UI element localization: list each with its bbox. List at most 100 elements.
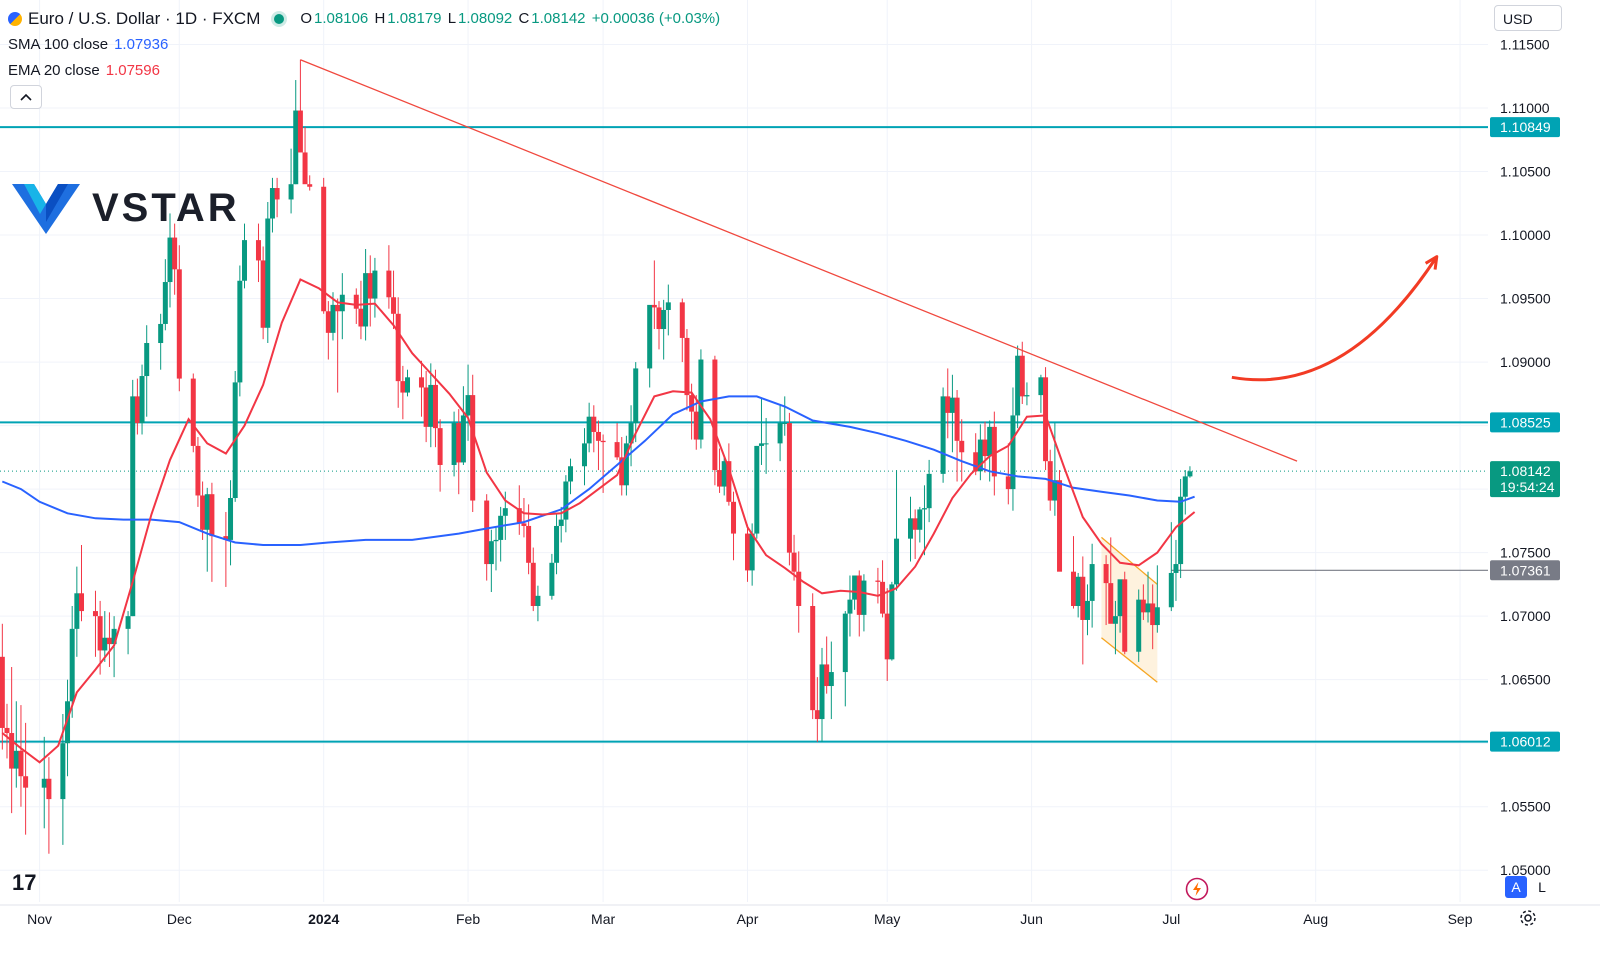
- legend-sma-row[interactable]: SMA 100 close 1.07936: [8, 32, 722, 58]
- candle-body: [456, 423, 462, 463]
- candle-body: [810, 605, 816, 711]
- open-value: 1.08106: [314, 10, 369, 27]
- candle-body: [460, 415, 466, 463]
- y-tick-label: 1.10500: [1500, 164, 1551, 180]
- candle-body: [260, 260, 266, 328]
- ema-20-line: [1, 278, 1196, 764]
- candle-body: [861, 580, 867, 615]
- candle-body: [1024, 395, 1030, 397]
- market-status-icon: [274, 14, 285, 24]
- legend-ema-row[interactable]: EMA 20 close 1.07596: [8, 58, 722, 84]
- candle-body: [758, 443, 764, 446]
- candle-body: [1112, 616, 1118, 624]
- currency-select[interactable]: USD: [1494, 5, 1562, 31]
- chevron-up-icon: [20, 93, 32, 101]
- candle-body: [852, 575, 858, 600]
- candle-body: [502, 508, 508, 516]
- candle-body: [689, 395, 695, 412]
- candle-body: [749, 533, 755, 571]
- open-label: O: [300, 10, 313, 27]
- log-scale-button[interactable]: L: [1538, 879, 1546, 895]
- candle-body: [623, 443, 629, 486]
- candle-body: [488, 541, 494, 565]
- y-tick-label: 1.05000: [1500, 862, 1551, 878]
- candle-body: [1084, 600, 1090, 620]
- candle-body: [269, 188, 275, 219]
- low-value: 1.08092: [458, 10, 513, 27]
- candle-body: [330, 304, 336, 333]
- candle-body: [190, 378, 196, 446]
- lightning-icon[interactable]: [1185, 877, 1209, 901]
- candle-body: [144, 343, 150, 377]
- candle-body: [223, 536, 229, 540]
- candle-body: [1071, 571, 1077, 606]
- candle-body: [451, 423, 457, 465]
- candle-body: [1019, 355, 1025, 397]
- candle-body: [549, 562, 555, 596]
- candle-body: [693, 411, 699, 440]
- candle-body: [917, 509, 923, 530]
- level-tag: [1490, 731, 1560, 752]
- last-price-tag: [1490, 461, 1560, 498]
- candle-body: [353, 294, 359, 309]
- candle-body: [698, 359, 704, 440]
- candle-body: [1057, 480, 1063, 572]
- sma-100-line: [1, 395, 1195, 546]
- candle-body: [1117, 579, 1123, 617]
- candle-body: [418, 377, 424, 388]
- candle-body: [1154, 607, 1160, 626]
- candle-body: [558, 519, 564, 526]
- candle-body: [521, 523, 527, 526]
- candle-body: [470, 395, 476, 501]
- price-axis: 1.11500 1.11000 1.10500 1.10000 1.09500 1.090…: [1490, 36, 1560, 878]
- candle-body: [1108, 583, 1114, 624]
- y-tick-label: 1.07500: [1500, 545, 1551, 561]
- candle-body: [665, 302, 671, 310]
- candle-body: [619, 457, 625, 486]
- candle-body: [1122, 579, 1128, 652]
- tradingview-logo-icon[interactable]: 17: [12, 870, 37, 895]
- candle-body: [1173, 564, 1179, 573]
- candle-body: [614, 442, 620, 458]
- candle-body: [307, 184, 313, 187]
- candle-body: [242, 240, 248, 281]
- candle-body: [516, 508, 522, 524]
- candle-body: [651, 304, 657, 308]
- candle-body: [1178, 496, 1184, 565]
- candle-body: [586, 416, 592, 444]
- candle-body: [102, 637, 108, 651]
- candle-body: [255, 240, 261, 261]
- candle-body: [4, 727, 10, 734]
- candle-body: [987, 426, 993, 457]
- candle-body: [200, 495, 206, 530]
- projection-arrow-head: [1424, 255, 1439, 270]
- sma-value: 1.07936: [114, 36, 169, 53]
- candle-body: [791, 552, 797, 572]
- candle-body: [563, 481, 569, 520]
- level-tag-label: 1.08525: [1500, 414, 1551, 430]
- candle-body: [991, 426, 997, 477]
- y-tick-label: 1.11000: [1500, 100, 1550, 116]
- candle-body: [1075, 576, 1081, 606]
- candle-body: [428, 384, 434, 427]
- close-label: C: [518, 10, 530, 27]
- level-tag: [1490, 117, 1560, 138]
- candle-body: [842, 613, 848, 673]
- auto-scale-button[interactable]: A: [1505, 876, 1527, 898]
- collapse-legend-button[interactable]: [10, 85, 42, 109]
- x-tick-label: Sep: [1448, 911, 1473, 927]
- gear-icon[interactable]: [1518, 908, 1538, 928]
- candle-body: [405, 377, 411, 393]
- candle-body: [581, 443, 587, 467]
- candle-body: [0, 656, 5, 728]
- candle-body: [926, 473, 932, 509]
- candle-body: [391, 297, 397, 314]
- candle-body: [1168, 572, 1174, 608]
- vstar-logo-text: VSTAR: [92, 185, 240, 230]
- candle-body: [530, 562, 536, 606]
- chart-legend: Euro / U.S. Dollar · 1D · FXCM O 1.08106 …: [8, 6, 722, 84]
- marker-tag-label: 1.07361: [1500, 562, 1551, 578]
- symbol-title[interactable]: Euro / U.S. Dollar · 1D · FXCM: [28, 9, 261, 28]
- candle-body: [321, 186, 327, 312]
